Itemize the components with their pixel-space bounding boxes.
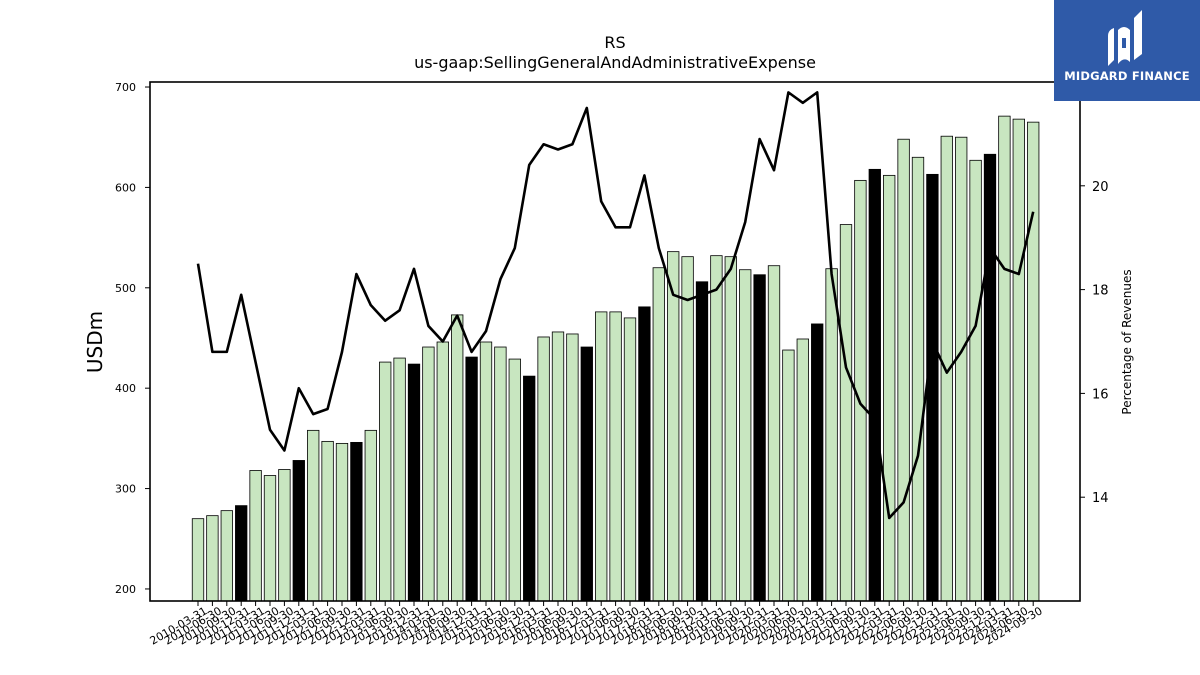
bar-2015-06-30 [494, 346, 507, 602]
bar-2018-12-31 [695, 281, 709, 602]
pct-of-revenues-line [196, 91, 1035, 520]
bar-2019-09-30 [739, 269, 752, 602]
bar-2014-06-30 [436, 341, 449, 602]
x-axis: 2010-03-312010-06-302010-09-302010-12-31… [148, 601, 1045, 648]
pct-line-series [196, 91, 1035, 520]
bar-2018-09-30 [681, 256, 694, 602]
bar-2014-09-30 [451, 314, 464, 602]
bar-2022-06-30 [897, 138, 910, 602]
bar-2013-06-30 [379, 361, 392, 602]
bar-2020-09-30 [796, 338, 809, 602]
bar-2017-12-31 [638, 306, 651, 602]
bar-2018-03-31 [652, 267, 665, 602]
bar-2012-09-30 [335, 442, 349, 602]
bar-2024-06-30 [1012, 118, 1025, 602]
bar-2010-06-30 [206, 515, 219, 602]
bar-2017-03-31 [595, 311, 608, 602]
bar-2013-12-31 [407, 363, 421, 602]
bar-2015-09-30 [508, 358, 521, 602]
bar-2010-03-31 [191, 518, 205, 602]
bar-2024-09-30 [1027, 121, 1040, 602]
y2-tick-label-18: 18 [1092, 284, 1109, 299]
chart-subtitle: us-gaap:SellingGeneralAndAdministrativeE… [414, 53, 816, 72]
bar-2021-03-31 [825, 268, 838, 602]
bar-2019-06-30 [724, 256, 737, 602]
y2-axis-label: Percentage of Revenues [1120, 269, 1134, 414]
bar-2017-09-30 [623, 317, 637, 602]
bar-2019-03-31 [710, 255, 723, 602]
bar-2023-12-31 [983, 153, 997, 602]
y-tick-label-200: 200 [115, 583, 136, 596]
bar-2014-03-31 [422, 346, 435, 602]
bar-2012-03-31 [307, 429, 320, 602]
bar-2011-09-30 [278, 469, 291, 602]
brand-logo: MIDGARD FINANCE [1054, 0, 1200, 101]
bar-2016-03-31 [537, 336, 550, 602]
bar-2016-09-30 [566, 333, 579, 602]
bar-2020-12-31 [811, 323, 824, 602]
bar-2022-03-31 [883, 174, 896, 602]
bar-2012-06-30 [321, 440, 334, 602]
bar-2015-12-31 [523, 375, 536, 602]
bar-2017-06-30 [609, 311, 622, 602]
bar-2020-06-30 [782, 349, 795, 602]
bar-2023-06-30 [955, 136, 968, 602]
bar-2014-12-31 [465, 356, 478, 602]
y2-tick-label-20: 20 [1092, 180, 1109, 195]
bar-2022-12-31 [926, 173, 939, 602]
y-tick-label-400: 400 [115, 382, 136, 395]
y-axis-left: 200 300 400 500 600 700 [115, 81, 150, 596]
bar-2010-12-31 [235, 505, 248, 602]
bar-2021-12-31 [868, 168, 881, 602]
chart-title: RS [604, 33, 625, 52]
y2-tick-label-16: 16 [1092, 387, 1109, 402]
plot-frame [149, 81, 1081, 602]
bar-2011-06-30 [263, 475, 277, 602]
y-tick-label-500: 500 [115, 282, 136, 295]
bar-2018-06-30 [667, 251, 680, 602]
bar-2011-03-31 [249, 470, 262, 602]
bar-2013-03-31 [364, 429, 377, 602]
bar-2015-03-31 [479, 341, 493, 602]
bar-2016-12-31 [580, 346, 593, 602]
bar-2016-06-30 [551, 331, 565, 602]
midgard-finance-logo-icon [1108, 10, 1142, 66]
logo-text: MIDGARD FINANCE [1064, 69, 1190, 83]
bar-2024-03-31 [998, 115, 1011, 602]
bar-2022-09-30 [911, 156, 925, 602]
y2-tick-label-14: 14 [1092, 491, 1109, 506]
y-tick-label-300: 300 [115, 483, 136, 496]
bar-2019-12-31 [753, 274, 766, 602]
bar-2023-09-30 [969, 159, 982, 602]
y-axis-label: USDm [83, 311, 107, 373]
bar-2020-03-31 [767, 265, 781, 602]
y-tick-label-700: 700 [115, 81, 136, 94]
bar-2011-12-31 [292, 460, 305, 602]
bar-2021-06-30 [839, 224, 853, 602]
y-axis-right: 14 16 18 20 [1080, 180, 1109, 506]
bar-2010-09-30 [220, 510, 233, 602]
bar-2013-09-30 [393, 357, 406, 602]
bar-series [191, 115, 1040, 602]
bar-2012-12-31 [350, 441, 363, 602]
y-tick-label-600: 600 [115, 181, 136, 194]
